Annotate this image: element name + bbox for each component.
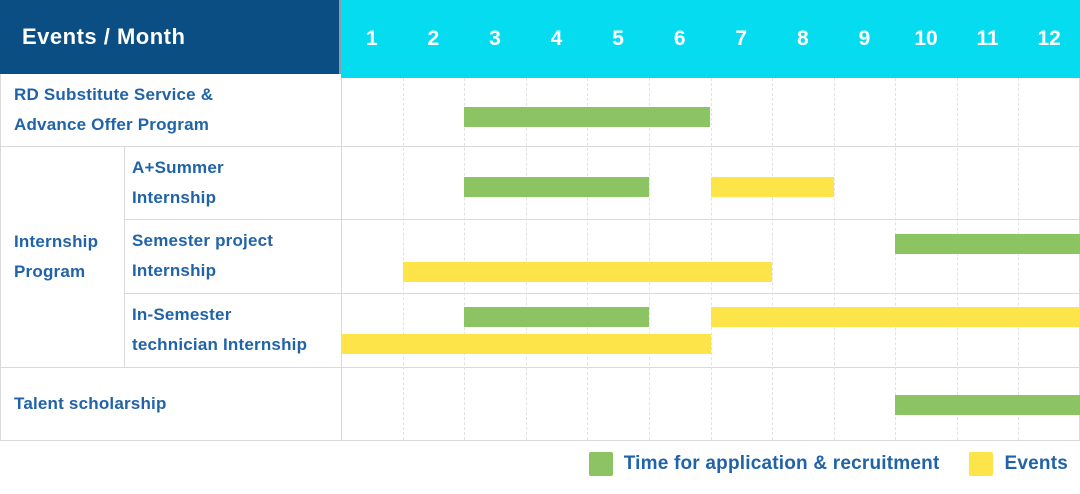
month-header-cell: 8 — [796, 27, 809, 50]
gantt-bar-yellow-a-plus-summer-internship — [710, 177, 834, 197]
month-gridline — [895, 78, 896, 440]
row-label-line: Internship — [132, 261, 217, 280]
legend-item-application-recruitment: Time for application & recruitment — [588, 452, 940, 476]
row-label-line: technician Internship — [132, 335, 308, 354]
month-header-cell: 12 — [1037, 27, 1061, 50]
gantt-bar-green-a-plus-summer-internship — [464, 177, 649, 197]
month-gridline — [834, 78, 835, 440]
month-gridline — [711, 78, 712, 440]
gantt-bar-yellow-semester-project-internship — [402, 262, 773, 282]
row-label-line: In-Semester — [132, 305, 232, 324]
row-label-in-semester-technician-internship: In-Semester technician Internship — [124, 293, 341, 367]
month-gridline — [403, 78, 404, 440]
month-header-cell: 6 — [673, 27, 686, 50]
row-label-line: RD Substitute Service & — [14, 85, 214, 104]
row-label-a-plus-summer-internship: A+Summer Internship — [124, 146, 341, 219]
month-gridline — [526, 78, 527, 440]
gantt-bar-yellow-in-semester-technician-internship — [710, 307, 1080, 327]
group-label-line: Internship — [14, 231, 99, 251]
legend-label: Events — [1004, 453, 1068, 474]
row-label-line: Talent scholarship — [14, 394, 167, 413]
month-header-cell: 10 — [914, 27, 938, 50]
gantt-bar-green-talent-scholarship — [895, 395, 1080, 415]
month-header-cell: 2 — [427, 27, 440, 50]
row-divider — [124, 219, 1080, 220]
row-label-semester-project-internship: Semester project Internship — [124, 219, 341, 293]
row-label-line: A+Summer — [132, 157, 224, 177]
legend: Time for application & recruitment Event… — [588, 452, 1068, 476]
legend-item-events: Events — [969, 452, 1068, 476]
legend-label: Time for application & recruitment — [623, 453, 940, 474]
header-divider — [339, 0, 341, 74]
row-label-talent-scholarship: Talent scholarship — [0, 367, 341, 441]
month-header-cell: 9 — [858, 27, 871, 50]
row-divider — [0, 367, 1080, 368]
row-label-line: Advance Offer Program — [14, 115, 210, 134]
month-gridline — [957, 78, 958, 440]
row-divider — [0, 146, 1080, 147]
month-header-cell: 3 — [489, 27, 501, 50]
gantt-bar-green-in-semester-technician-internship — [464, 307, 649, 327]
label-grid-divider — [341, 78, 342, 441]
row-label-line: Semester project — [132, 231, 274, 250]
month-header-cell: 11 — [976, 27, 999, 50]
group-label-line: Program — [14, 261, 86, 281]
gantt-bar-yellow-in-semester-technician-internship — [341, 334, 711, 354]
month-gridline — [464, 78, 465, 440]
group-label-internship-program: Internship Program — [0, 146, 124, 367]
month-header-cell: 4 — [550, 27, 563, 50]
month-gridline — [649, 78, 650, 440]
month-header-cell: 5 — [612, 27, 624, 50]
row-divider — [124, 293, 1080, 294]
month-gridline — [772, 78, 773, 440]
legend-swatch-yellow — [969, 452, 994, 476]
table-bottom-border — [0, 440, 1080, 441]
month-header-row: 1 2 3 4 5 6 7 8 9 10 11 12 — [341, 0, 1080, 78]
row-label-line: Internship — [132, 187, 217, 207]
month-header-cell: 1 — [365, 27, 378, 50]
legend-swatch-green — [588, 452, 613, 476]
month-header-cell: 7 — [735, 27, 748, 50]
row-label-rd-substitute-service: RD Substitute Service & Advance Offer Pr… — [0, 74, 341, 146]
header-title-cell: Events / Month — [0, 0, 341, 74]
sublabel-divider — [124, 146, 125, 367]
page-title: Events / Month — [22, 24, 186, 49]
table-left-border — [0, 74, 1, 441]
gantt-bar-green-semester-project-internship — [895, 234, 1080, 254]
month-gridline — [587, 78, 588, 440]
gantt-bar-green-rd-substitute-service-advance-offer-program — [464, 107, 711, 127]
month-gridline — [1018, 78, 1019, 440]
